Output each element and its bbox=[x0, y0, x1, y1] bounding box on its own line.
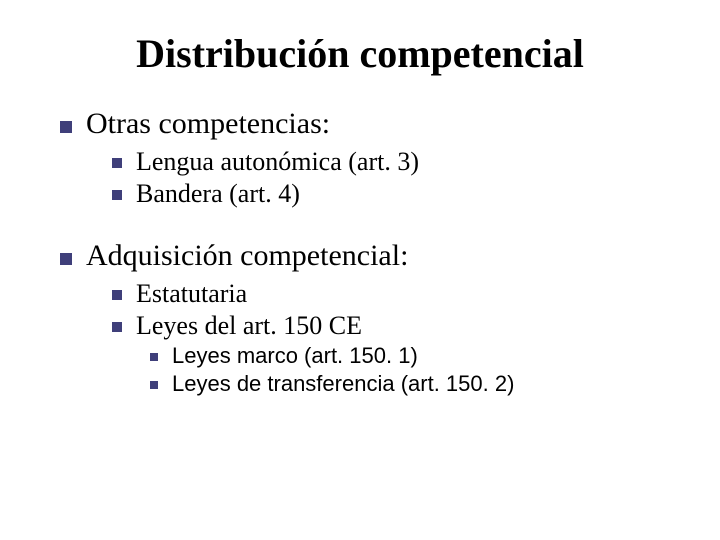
list-item: Lengua autonómica (art. 3) bbox=[112, 147, 680, 177]
list-item-text: Estatutaria bbox=[136, 279, 247, 309]
list-item: Bandera (art. 4) bbox=[112, 179, 680, 209]
list-item: Leyes del art. 150 CE bbox=[112, 311, 680, 341]
sub-list-item-text: Leyes de transferencia (art. 150. 2) bbox=[172, 371, 514, 397]
spacer bbox=[40, 211, 680, 239]
square-bullet-icon bbox=[112, 158, 122, 168]
square-bullet-icon bbox=[60, 121, 72, 133]
slide-title: Distribución competencial bbox=[40, 30, 680, 77]
list-item: Estatutaria bbox=[112, 279, 680, 309]
sub-list-item: Leyes marco (art. 150. 1) bbox=[150, 343, 680, 369]
sub-list-item: Leyes de transferencia (art. 150. 2) bbox=[150, 371, 680, 397]
section-heading-text: Adquisición competencial: bbox=[86, 239, 408, 273]
slide: Distribución competencial Otras competen… bbox=[0, 0, 720, 540]
square-bullet-icon bbox=[150, 381, 158, 389]
square-bullet-icon bbox=[112, 322, 122, 332]
list-item-text: Bandera (art. 4) bbox=[136, 179, 300, 209]
section-heading: Adquisición competencial: bbox=[60, 239, 680, 273]
square-bullet-icon bbox=[150, 353, 158, 361]
square-bullet-icon bbox=[60, 253, 72, 265]
section-heading: Otras competencias: bbox=[60, 107, 680, 141]
sub-list-item-text: Leyes marco (art. 150. 1) bbox=[172, 343, 418, 369]
square-bullet-icon bbox=[112, 190, 122, 200]
list-item-text: Leyes del art. 150 CE bbox=[136, 311, 362, 341]
square-bullet-icon bbox=[112, 290, 122, 300]
section-heading-text: Otras competencias: bbox=[86, 107, 330, 141]
list-item-text: Lengua autonómica (art. 3) bbox=[136, 147, 419, 177]
